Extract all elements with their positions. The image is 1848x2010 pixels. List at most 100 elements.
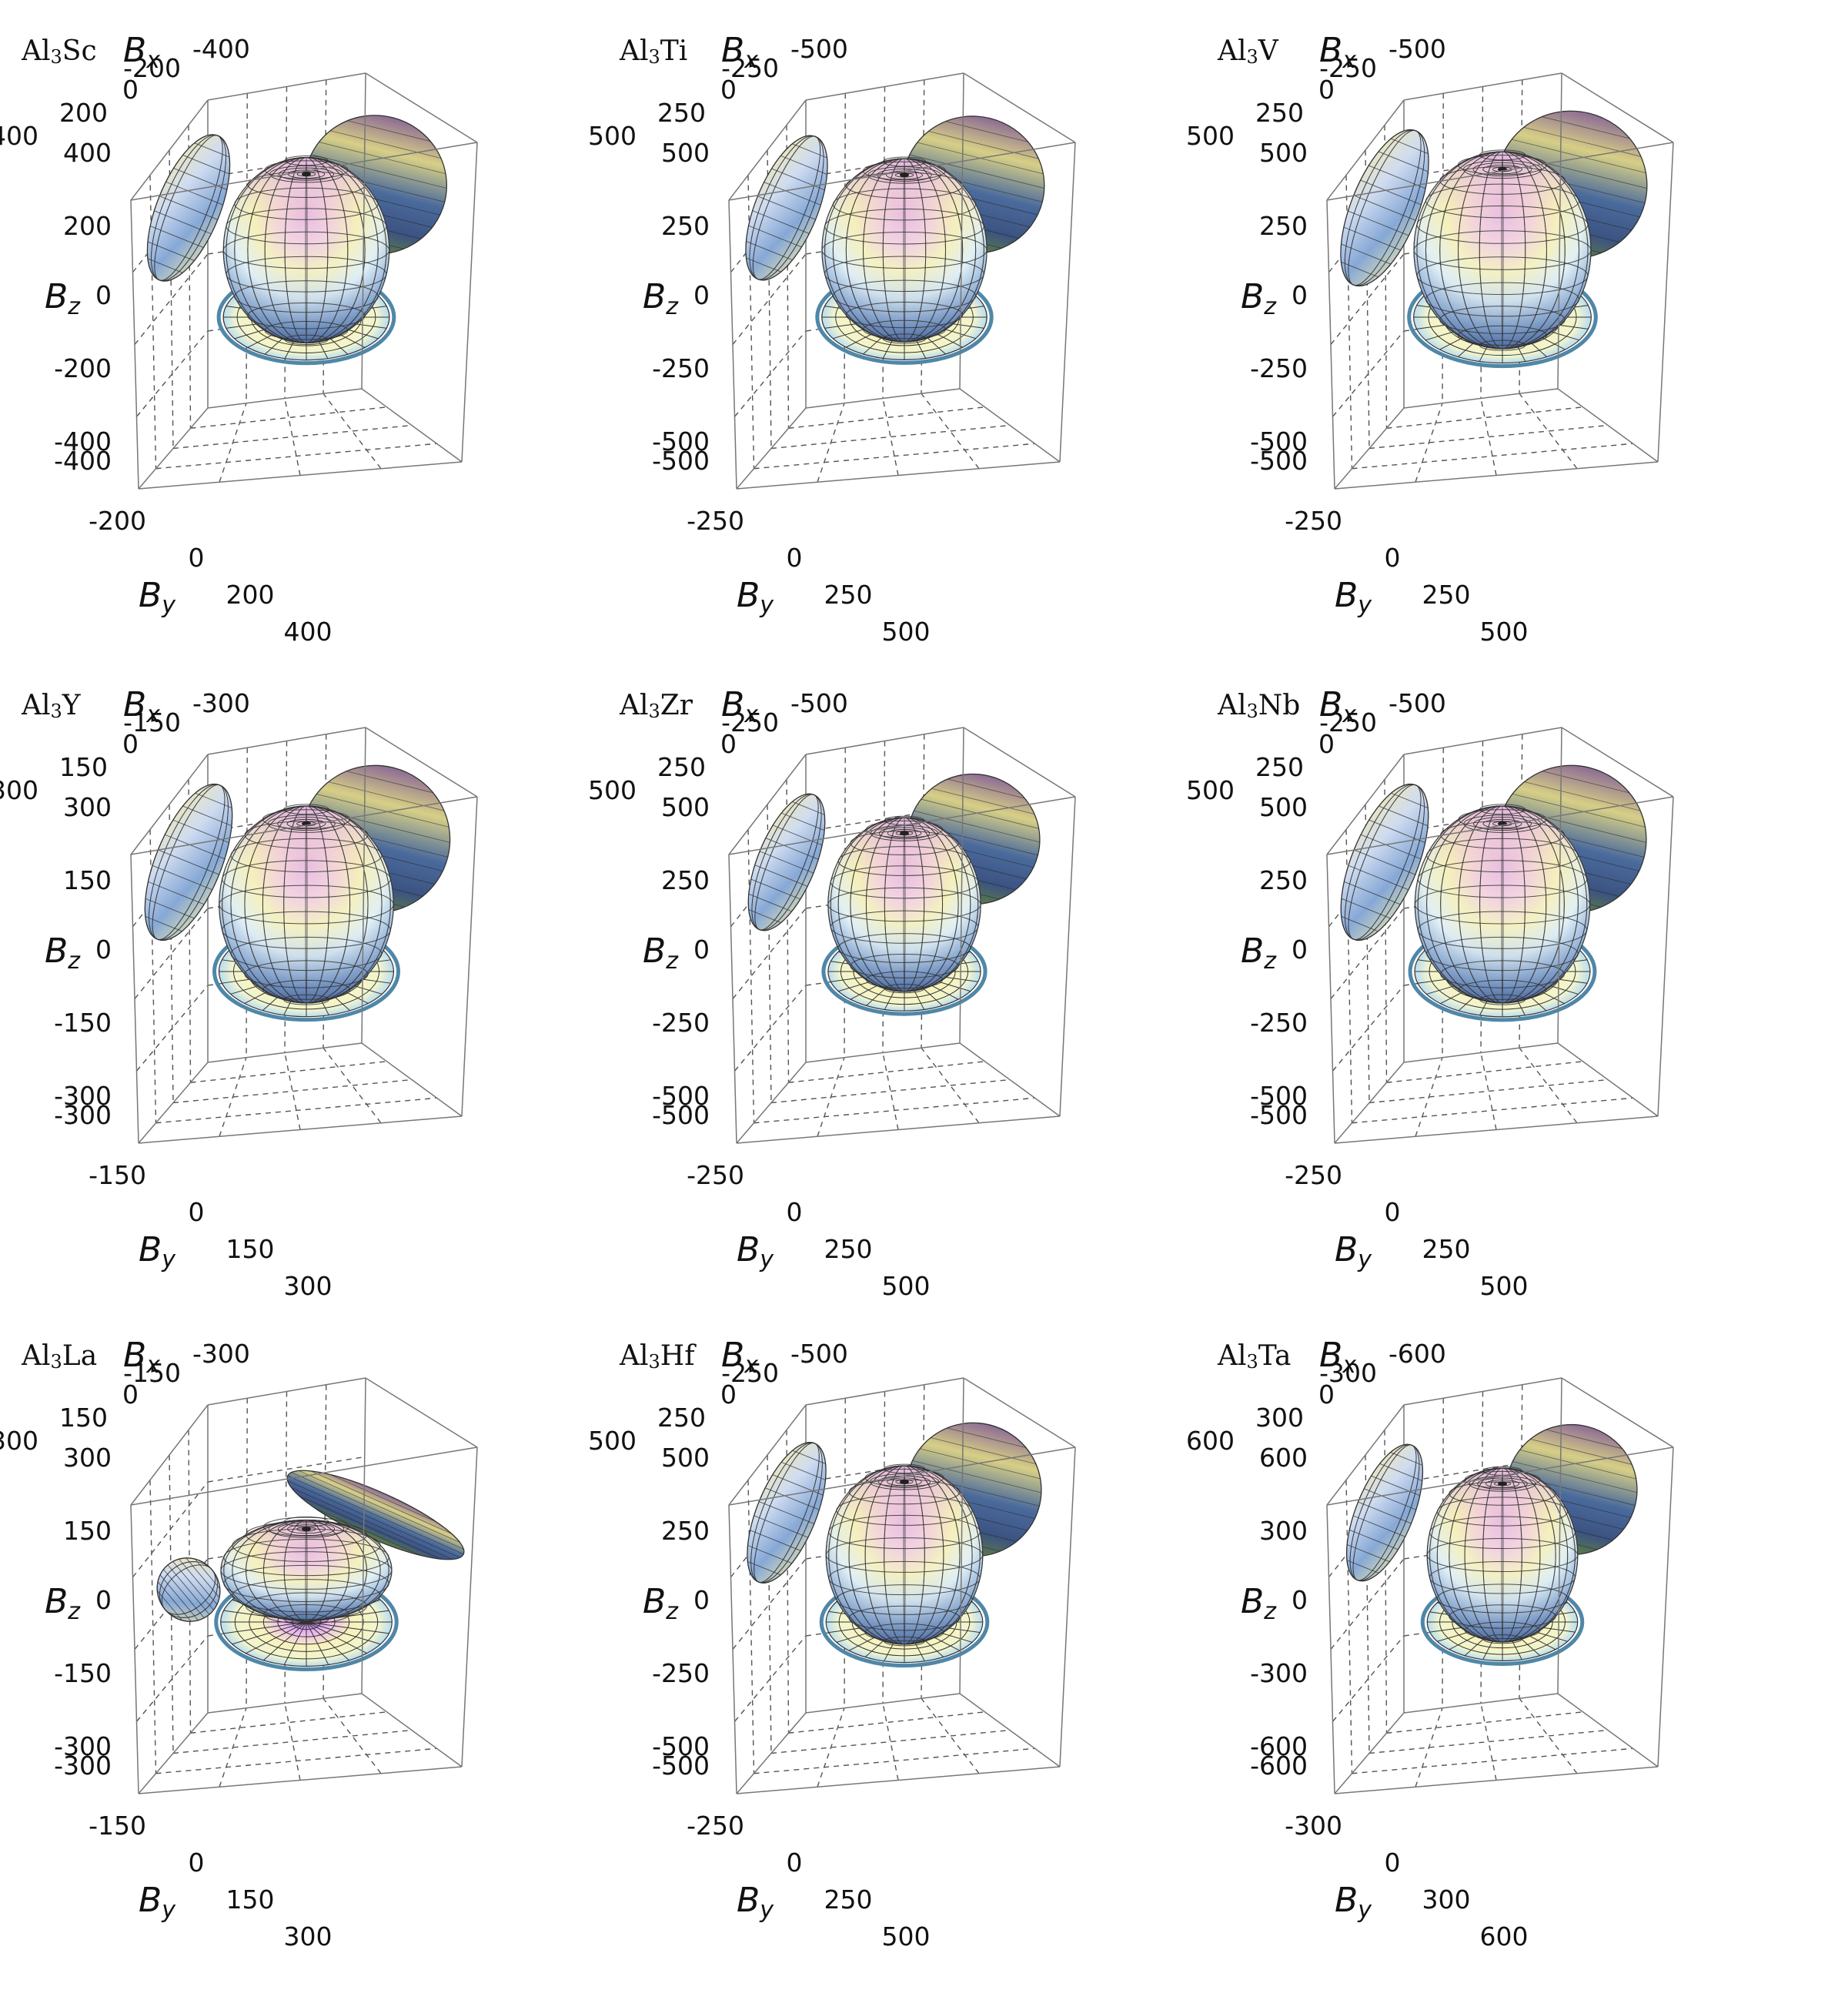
- grid-line: [921, 393, 980, 470]
- title-tail: Sc: [62, 35, 97, 67]
- tick-label: 300: [0, 775, 38, 805]
- tick-label: 0: [693, 935, 710, 965]
- cube-edge: [1403, 1693, 1559, 1714]
- tick-label: -500: [1250, 1081, 1308, 1111]
- young-modulus-surface: [219, 804, 394, 1005]
- grid-line: [1480, 398, 1497, 476]
- tick-label: 250: [1422, 1234, 1471, 1264]
- axis-label: Bz: [643, 931, 679, 975]
- axis-label: Bz: [643, 1582, 679, 1625]
- grid-line: [155, 443, 437, 470]
- grid-line: [284, 741, 288, 1053]
- grid-line: [754, 1747, 1035, 1774]
- cube-edge: [1326, 754, 1405, 855]
- cube-edge: [1334, 407, 1405, 490]
- cube-edge: [138, 461, 463, 490]
- tick-label: -150: [89, 1160, 146, 1190]
- title-tail: Nb: [1258, 690, 1301, 721]
- tick-label: 150: [226, 1234, 275, 1264]
- cube-edge: [963, 1377, 1076, 1448]
- tick-label: 600: [1259, 1443, 1308, 1473]
- tick-label: -150: [123, 707, 181, 737]
- grid-line: [882, 1703, 899, 1781]
- cube-edge: [1334, 1062, 1405, 1144]
- cube-edge: [1561, 72, 1674, 143]
- chart-svg: -500-25002505005002500-250-500-500-25002…: [1186, 685, 1674, 1301]
- tick-label: -250: [652, 1008, 710, 1038]
- chart-svg: -600-30003006006003000-300-600-600-30003…: [1186, 1336, 1674, 1951]
- cube-edge: [1657, 1446, 1674, 1768]
- grid-line: [149, 829, 157, 1123]
- cube-edge: [1326, 99, 1405, 201]
- tick-label: 0: [1318, 1380, 1335, 1410]
- tick-label: 0: [787, 1848, 803, 1878]
- chart-panel: Al3Nb -500 -250 0 250 500 500 250 0 -250 -500 -500-…: [1186, 685, 1812, 1339]
- cube-edge: [130, 1446, 478, 1506]
- tick-label: 500: [882, 1271, 931, 1301]
- cube-edge: [1561, 727, 1674, 798]
- grid-line: [1345, 175, 1353, 469]
- tick-label: -500: [790, 688, 848, 718]
- tick-label: -600: [1389, 1339, 1446, 1369]
- chart-panel: Al3V -500 -250 0 250 500 500 250 0 -250 -500 -500 -2…: [1186, 31, 1812, 685]
- grid-line: [207, 1456, 365, 1483]
- cube-edge: [959, 388, 1061, 463]
- tick-label: 500: [661, 1443, 710, 1473]
- tick-label: -300: [1319, 1358, 1377, 1388]
- tick-label: 0: [693, 1585, 710, 1615]
- title-tail: Hf: [660, 1340, 695, 1372]
- grid-line: [734, 1635, 807, 1722]
- cube-edge: [1403, 727, 1562, 755]
- axis-label: By: [139, 576, 176, 619]
- axis-label: Bz: [45, 931, 81, 975]
- title-subscript: 3: [648, 1351, 660, 1373]
- grid-line: [1368, 1079, 1609, 1104]
- grid-line: [1415, 403, 1443, 483]
- chart-panel: Al3Hf -500 -250 0 250 500 500 250 0 -250 -500 -500-…: [588, 1336, 1214, 1990]
- grid-line: [770, 1079, 1011, 1104]
- grid-line: [1519, 393, 1578, 470]
- tick-label: 500: [882, 617, 931, 647]
- tick-label: 0: [787, 543, 803, 573]
- axis-label: By: [139, 1881, 176, 1924]
- tick-label: -500: [1250, 426, 1308, 457]
- cube-edge: [130, 1504, 139, 1794]
- grid-line: [1415, 1707, 1443, 1788]
- tick-label: -400: [192, 34, 250, 64]
- cube-edge: [1326, 1504, 1335, 1794]
- young-modulus-surface: [1414, 804, 1591, 1005]
- title-subscript: 3: [648, 46, 660, 68]
- left-wall-projection: [146, 134, 231, 282]
- tick-label: -500: [652, 446, 710, 476]
- cube-edge: [1557, 1377, 1562, 1694]
- cube-edge: [1403, 72, 1562, 101]
- chart-title: Al3Hf: [620, 1340, 695, 1373]
- title-tail: Y: [62, 690, 81, 721]
- chart-svg: -500-25002505005002500-250-500-500-25002…: [588, 1336, 1076, 1951]
- grid-line: [1345, 829, 1353, 1123]
- cube-edge: [736, 1062, 807, 1144]
- cube-edge: [959, 727, 964, 1044]
- cube-edge: [138, 1712, 209, 1794]
- grid-line: [284, 1052, 301, 1130]
- tick-label: 0: [720, 729, 737, 759]
- grid-line: [219, 403, 247, 483]
- tick-label: 500: [1480, 617, 1529, 647]
- tick-label: 500: [661, 138, 710, 168]
- tick-label: -400: [54, 426, 112, 457]
- title-subscript: 3: [50, 1351, 62, 1373]
- tick-label: -150: [89, 1811, 146, 1841]
- cube-edge: [1326, 1404, 1405, 1506]
- grid-line: [770, 424, 1011, 450]
- title-subscript: 3: [50, 46, 62, 68]
- grid-line: [817, 1707, 845, 1788]
- cube-edge: [1334, 1115, 1659, 1144]
- title-tail: La: [62, 1340, 98, 1372]
- title-tail: Ti: [660, 35, 688, 67]
- tick-label: 500: [1186, 775, 1235, 805]
- cube-edge: [130, 199, 139, 490]
- cube-edge: [1334, 1712, 1405, 1794]
- title-main: Al: [620, 35, 649, 67]
- tick-label: 500: [588, 1426, 637, 1456]
- left-wall-projection: [144, 783, 233, 941]
